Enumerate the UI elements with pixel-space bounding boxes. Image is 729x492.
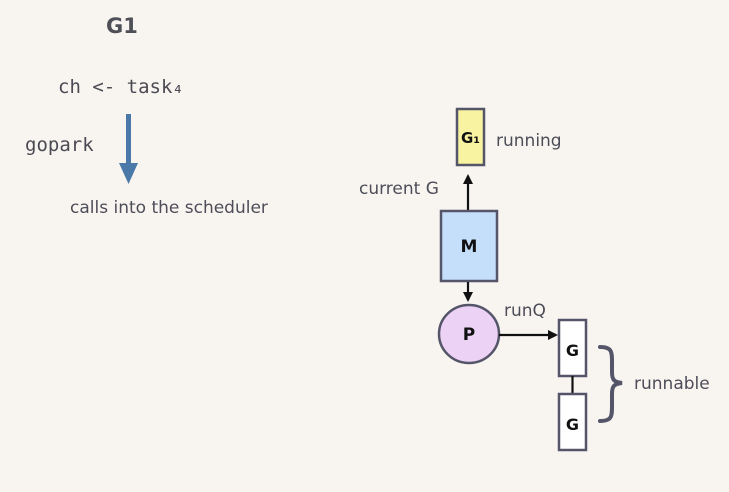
runnable-g-label: G [566,341,579,360]
machine-label: M [461,237,478,257]
runnable-g-label: G [566,415,579,434]
current-g-label: current G [359,179,439,199]
running-g-label: G₁ [461,129,480,147]
runnable-g-box [557,318,588,378]
machine-box [439,209,499,283]
runnable-label: runnable [634,374,710,394]
runq-label: runQ [504,301,546,321]
send-statement: ch <- task₄ [58,76,184,98]
goroutine-title: G1 [106,14,138,38]
gopark-label: gopark [25,134,94,156]
running-label: running [496,131,562,151]
gopark-arrow [119,114,138,184]
processor-label: P [463,325,475,345]
runnable-brace [598,345,623,423]
running-g-box [455,107,486,167]
runnable-g-box [557,392,588,452]
scheduler-note: calls into the scheduler [70,198,268,218]
